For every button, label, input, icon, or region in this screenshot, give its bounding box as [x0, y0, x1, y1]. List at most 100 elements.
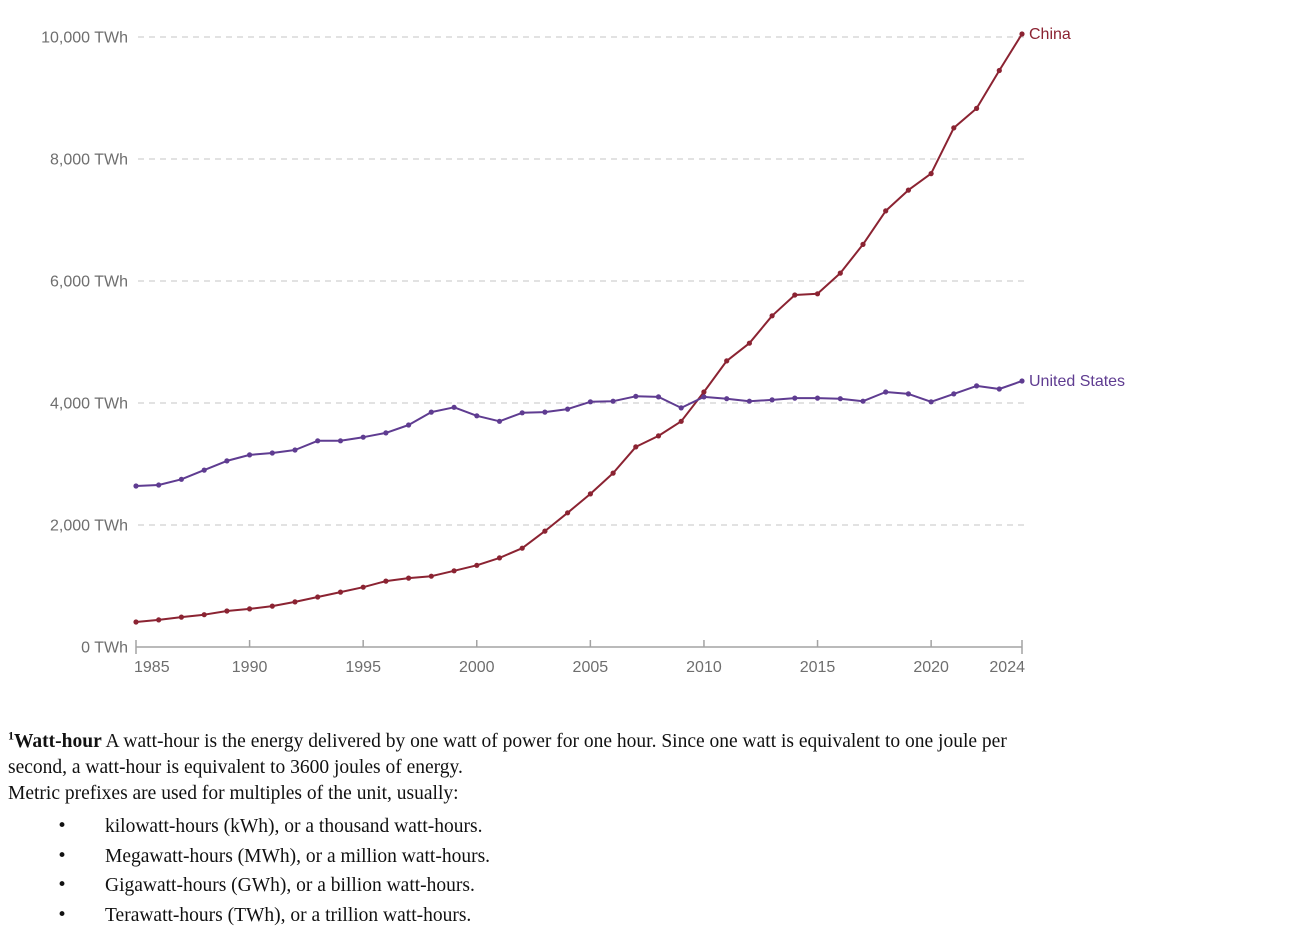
data-point-united-states-2010[interactable]	[701, 394, 707, 400]
data-point-china-1996[interactable]	[383, 578, 389, 584]
data-point-china-2012[interactable]	[746, 340, 753, 346]
data-point-china-1990[interactable]	[247, 606, 253, 612]
data-point-china-1987[interactable]	[178, 614, 184, 620]
data-point-china-1989[interactable]	[224, 608, 230, 614]
data-point-china-1997[interactable]	[406, 575, 412, 581]
data-point-china-2017[interactable]	[860, 241, 866, 247]
data-point-united-states-2013[interactable]	[769, 397, 775, 403]
data-point-united-states-2009[interactable]	[678, 405, 684, 411]
x-axis-tick-label: 2005	[573, 659, 609, 676]
data-point-united-states-2016[interactable]	[837, 396, 843, 402]
data-point-china-2008[interactable]	[655, 433, 662, 439]
data-point-china-1999[interactable]	[451, 568, 457, 574]
series-label-china[interactable]: China	[1029, 26, 1071, 43]
data-point-china-2005[interactable]	[587, 491, 594, 497]
data-point-china-1992[interactable]	[292, 599, 298, 605]
data-point-china-2019[interactable]	[905, 187, 912, 193]
data-point-china-2021[interactable]	[951, 125, 957, 131]
data-point-china-1994[interactable]	[337, 589, 344, 595]
data-point-china-2023[interactable]	[996, 67, 1002, 74]
data-point-china-2006[interactable]	[610, 470, 616, 476]
data-point-united-states-2007[interactable]	[633, 393, 639, 399]
data-point-united-states-1987[interactable]	[178, 476, 184, 482]
data-point-united-states-2004[interactable]	[565, 406, 571, 412]
data-point-united-states-1999[interactable]	[451, 404, 457, 410]
data-point-united-states-1988[interactable]	[201, 467, 207, 473]
footnote-prefixes-intro: Metric prefixes are used for multiples o…	[8, 783, 459, 804]
bullet-list: • kilowatt-hours (kWh), or a thousand wat…	[8, 812, 1282, 930]
data-point-united-states-2001[interactable]	[496, 418, 503, 424]
data-point-united-states-2000[interactable]	[474, 413, 480, 419]
x-axis-tick-label: 2015	[800, 659, 836, 676]
data-point-united-states-2008[interactable]	[655, 394, 662, 400]
data-point-united-states-2022[interactable]	[974, 383, 980, 389]
series-label-united-states[interactable]: United States	[1029, 373, 1125, 390]
data-point-china-1998[interactable]	[428, 573, 434, 579]
data-point-united-states-2024[interactable]	[1019, 378, 1025, 384]
data-point-united-states-2019[interactable]	[905, 391, 912, 397]
data-point-china-2009[interactable]	[678, 418, 684, 424]
data-point-china-2004[interactable]	[565, 510, 571, 516]
data-point-china-2010[interactable]	[701, 389, 707, 395]
data-point-china-2016[interactable]	[837, 270, 843, 276]
bullet-text: Megawatt-hours (MWh), or a million watt-…	[105, 845, 491, 867]
data-point-united-states-1993[interactable]	[315, 438, 321, 444]
data-point-united-states-2015[interactable]	[814, 395, 821, 401]
bullet-text: Gigawatt-hours (GWh), or a billion watt-…	[105, 875, 475, 896]
x-axis-tick-label: 2024	[989, 659, 1025, 676]
data-point-china-2001[interactable]	[496, 555, 503, 561]
data-point-china-2020[interactable]	[928, 171, 934, 177]
data-point-united-states-2023[interactable]	[996, 386, 1002, 392]
data-point-china-1985[interactable]	[133, 619, 139, 625]
data-point-china-1986[interactable]	[156, 617, 162, 623]
data-point-united-states-2003[interactable]	[542, 409, 548, 415]
data-point-united-states-2006[interactable]	[610, 398, 616, 404]
x-axis-tick-label: 1990	[232, 659, 268, 676]
data-point-united-states-1995[interactable]	[360, 434, 366, 440]
data-point-united-states-1985[interactable]	[133, 483, 139, 489]
footnote: 1Watt-hour A watt-hour is the energy del…	[8, 729, 1282, 930]
data-point-united-states-1997[interactable]	[406, 422, 412, 428]
data-point-united-states-2021[interactable]	[951, 391, 957, 397]
data-point-china-1995[interactable]	[360, 584, 366, 590]
data-point-united-states-1996[interactable]	[383, 430, 389, 436]
data-point-china-1988[interactable]	[201, 612, 207, 618]
data-point-united-states-2020[interactable]	[928, 399, 934, 405]
bullet-text: kilowatt-hours (kWh), or a thousand watt…	[105, 816, 483, 837]
data-point-united-states-1998[interactable]	[428, 409, 434, 415]
data-point-united-states-2012[interactable]	[746, 398, 753, 404]
bullet-text: Terawatt-hours (TWh), or a trillion watt…	[105, 904, 472, 926]
data-point-united-states-1992[interactable]	[292, 447, 298, 453]
bullet-item: • Megawatt-hours (MWh), or a million watt…	[8, 842, 1282, 872]
data-point-united-states-2018[interactable]	[883, 389, 889, 395]
data-point-united-states-2014[interactable]	[792, 395, 798, 401]
data-point-united-states-1986[interactable]	[156, 482, 162, 488]
footnote-definition-line1: 1Watt-hour A watt-hour is the energy del…	[8, 729, 1282, 755]
data-point-china-2011[interactable]	[724, 358, 730, 364]
data-point-united-states-2005[interactable]	[587, 399, 594, 405]
data-point-china-2002[interactable]	[519, 545, 525, 551]
y-axis-tick-label: 10,000 TWh	[41, 30, 128, 47]
data-point-china-2000[interactable]	[474, 562, 480, 568]
x-axis-tick-label: 2020	[913, 659, 949, 676]
data-point-china-2003[interactable]	[542, 528, 548, 534]
data-point-china-2024[interactable]	[1019, 31, 1025, 37]
data-point-united-states-1991[interactable]	[269, 450, 275, 456]
data-point-china-1991[interactable]	[269, 603, 275, 609]
data-point-united-states-1989[interactable]	[224, 458, 230, 464]
data-point-china-2018[interactable]	[883, 208, 889, 214]
data-point-china-2007[interactable]	[633, 444, 639, 450]
data-point-united-states-2017[interactable]	[860, 398, 866, 404]
data-point-china-2014[interactable]	[792, 292, 798, 298]
data-point-china-2022[interactable]	[974, 105, 980, 111]
data-point-united-states-1990[interactable]	[247, 452, 253, 458]
data-point-united-states-1994[interactable]	[337, 438, 344, 444]
data-point-china-1993[interactable]	[315, 594, 321, 600]
electricity-generation-chart: 0 TWh 2,000 TWh 4,000 TWh 6,000 TWh 8,000 TW…	[41, 26, 1125, 676]
data-point-china-2015[interactable]	[814, 291, 821, 297]
bullet-icon: •	[57, 904, 68, 925]
data-point-united-states-2011[interactable]	[724, 396, 730, 402]
data-point-china-2013[interactable]	[769, 313, 775, 319]
line-chart: 0 TWh 2,000 TWh 4,000 TWh 6,000 TWh 8,000 TW…	[41, 26, 1125, 676]
data-point-united-states-2002[interactable]	[519, 410, 525, 416]
